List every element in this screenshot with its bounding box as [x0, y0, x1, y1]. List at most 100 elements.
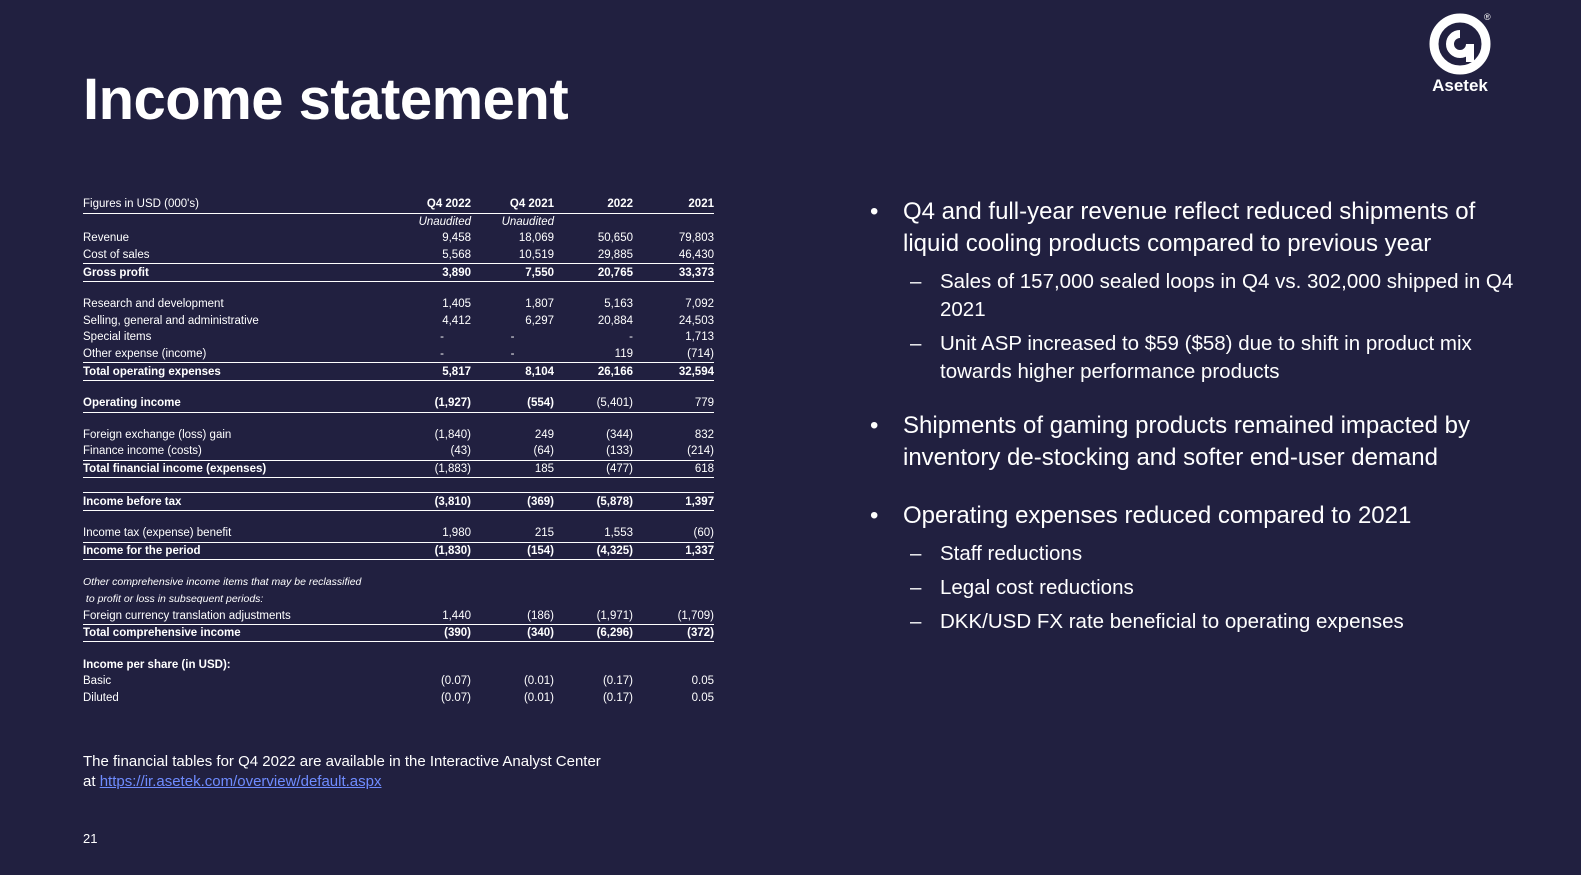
- cell: (477): [554, 460, 633, 479]
- table-row: Selling, general and administrative 4,41…: [83, 313, 714, 330]
- bullet-glyph: •: [870, 412, 879, 439]
- cell: (214): [633, 443, 714, 461]
- row-label: Total financial income (expenses): [83, 460, 413, 479]
- cell: (1,830): [413, 542, 471, 561]
- bullet-glyph: •: [870, 198, 879, 225]
- cell: 0.05: [691, 675, 714, 688]
- footer-prefix: at: [83, 773, 100, 790]
- cell: 0.05: [691, 691, 714, 704]
- cell: (340): [471, 624, 554, 643]
- analyst-center-link[interactable]: https://ir.asetek.com/overview/default.a…: [99, 773, 382, 790]
- table-row: Other expense (income) - - 119 (714): [83, 345, 714, 364]
- cell: 832: [694, 428, 714, 441]
- col-q4-2021: Q4 2021: [471, 196, 554, 214]
- cell: (0.01): [523, 691, 554, 704]
- cell: (5,401): [554, 394, 633, 413]
- cell: 185: [471, 460, 554, 479]
- cell: 3,890: [413, 263, 471, 282]
- cell: (1,840): [434, 428, 471, 441]
- table-row: Gross profit 3,890 7,550 20,765 33,373: [83, 263, 714, 282]
- row-label: Income before tax: [83, 492, 413, 511]
- bullet-glyph: •: [870, 502, 879, 529]
- table-row: Income tax (expense) benefit 1,980 215 1…: [83, 524, 714, 543]
- cell: 33,373: [633, 263, 714, 282]
- cell: (1,883): [413, 460, 471, 479]
- table-row: Research and development 1,405 1,807 5,1…: [83, 296, 714, 313]
- cell: 29,885: [554, 246, 633, 265]
- cell: 5,817: [413, 362, 471, 381]
- sub-bullet-text: Legal cost reductions: [940, 576, 1134, 599]
- cell: (372): [633, 624, 714, 643]
- sub-bullet-item: – Sales of 157,000 sealed loops in Q4 vs…: [868, 268, 1528, 324]
- row-label: Income for the period: [83, 542, 413, 561]
- cell: (714): [633, 345, 714, 364]
- cell: 1,397: [633, 492, 714, 511]
- cell: 79,803: [678, 232, 714, 245]
- row-label: Operating income: [83, 394, 413, 413]
- cell: 1,807: [525, 298, 554, 311]
- commentary-bullets: • Q4 and full-year revenue reflect reduc…: [868, 196, 1528, 642]
- table-row: Total operating expenses 5,817 8,104 26,…: [83, 362, 714, 381]
- cell: (6,296): [554, 624, 633, 643]
- cell: (390): [413, 624, 471, 643]
- dash-glyph: –: [910, 332, 922, 355]
- asetek-logo-icon: [1429, 13, 1491, 75]
- cell: (154): [471, 542, 554, 561]
- row-label: Foreign exchange (loss) gain: [83, 428, 232, 441]
- cell: (0.07): [440, 691, 471, 704]
- cell: 1,337: [633, 542, 714, 561]
- row-label: Special items: [83, 331, 152, 344]
- cell: 20,765: [554, 263, 633, 282]
- sub-bullet-text: Unit ASP increased to $59 ($58) due to s…: [940, 332, 1472, 383]
- cell: -: [413, 345, 471, 364]
- bullet-item: • Operating expenses reduced compared to…: [868, 500, 1528, 532]
- page-title: Income statement: [83, 67, 569, 132]
- logo-wordmark: Asetek: [1432, 76, 1488, 95]
- cell: (133): [554, 443, 633, 461]
- cell: (369): [471, 492, 554, 511]
- table-row: Foreign currency translation adjustments…: [83, 607, 714, 625]
- cell: (0.17): [602, 675, 633, 688]
- cell: 6,297: [525, 314, 554, 327]
- cell: (186): [471, 607, 554, 625]
- cell: (4,325): [554, 542, 633, 561]
- cell: 215: [471, 524, 554, 543]
- cell: -: [629, 331, 633, 344]
- table-row: Total financial income (expenses) (1,883…: [83, 460, 714, 479]
- table-row: Finance income (costs) (43) (64) (133) (…: [83, 443, 714, 461]
- cell: (0.01): [523, 675, 554, 688]
- bullet-item: • Q4 and full-year revenue reflect reduc…: [868, 196, 1528, 260]
- row-label: Other expense (income): [83, 345, 413, 364]
- cell: 20,884: [597, 314, 633, 327]
- cell: (554): [471, 394, 554, 413]
- cell: -: [510, 331, 515, 344]
- cell: -: [471, 345, 554, 364]
- cell: 24,503: [678, 314, 714, 327]
- row-label: Gross profit: [83, 263, 413, 282]
- cell: (1,709): [633, 607, 714, 625]
- unaudited-row: Unaudited Unaudited: [83, 213, 714, 230]
- table-row: Income for the period (1,830) (154) (4,3…: [83, 542, 714, 561]
- asetek-logo: ® Asetek: [1428, 12, 1508, 102]
- unaudited-label: Unaudited: [418, 215, 471, 228]
- sub-bullet-item: – Legal cost reductions: [868, 574, 1528, 602]
- cell: (1,971): [554, 607, 633, 625]
- row-label: Basic: [83, 675, 112, 688]
- header-label: Figures in USD (000's): [83, 196, 413, 214]
- cell: 46,430: [633, 246, 714, 265]
- row-label: Income tax (expense) benefit: [83, 524, 413, 543]
- footer-note: The financial tables for Q4 2022 are ava…: [83, 752, 601, 792]
- row-label: Selling, general and administrative: [83, 314, 259, 327]
- sub-bullet-text: Staff reductions: [940, 542, 1083, 565]
- cell: 8,104: [471, 362, 554, 381]
- eps-header-row: Income per share (in USD):: [83, 656, 714, 673]
- sub-bullet-item: – Staff reductions: [868, 540, 1528, 568]
- row-label: Revenue: [83, 232, 130, 245]
- row-label: Foreign currency translation adjustments: [83, 607, 413, 625]
- cell: 7,550: [471, 263, 554, 282]
- dash-glyph: –: [910, 576, 922, 599]
- sub-bullet-text: DKK/USD FX rate beneficial to operating …: [940, 610, 1404, 633]
- cell: (5,878): [554, 492, 633, 511]
- cell: 249: [534, 428, 554, 441]
